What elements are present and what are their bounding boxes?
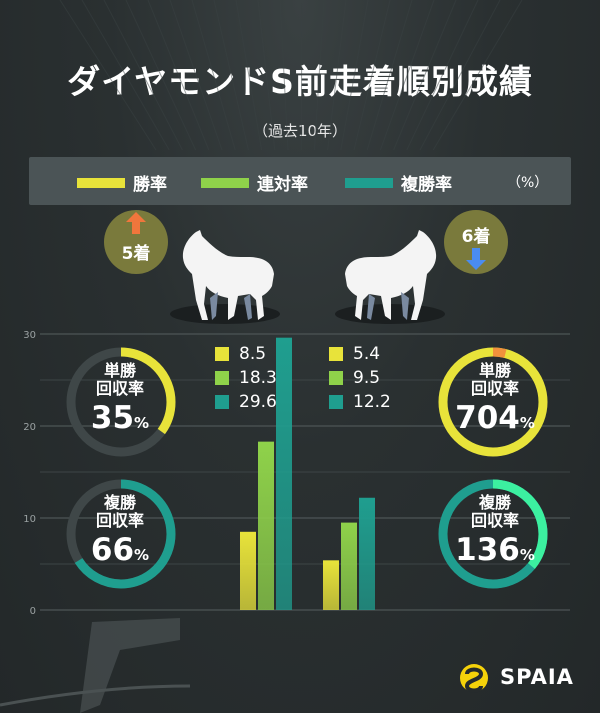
bg-line xyxy=(59,0,157,151)
bar-1-1 xyxy=(341,522,357,610)
legend-item-top3: 複勝率 xyxy=(345,170,452,195)
bg-line xyxy=(257,0,276,151)
ring-left-win-label: 単勝 回収率 xyxy=(95,361,144,398)
value-right-top2: 9.5 xyxy=(329,368,380,388)
value-left-win: 8.5 xyxy=(215,344,266,364)
arrow-up-icon xyxy=(126,212,146,234)
group-badge-left: 5着 xyxy=(104,210,168,274)
bg-line xyxy=(103,0,183,151)
legend-label-win: 勝率 xyxy=(133,175,167,195)
ring-left-win-value: 35% xyxy=(90,400,150,436)
ring-right-win-label: 単勝 回収率 xyxy=(470,361,519,398)
bg-line xyxy=(406,0,479,151)
bar-0-0 xyxy=(240,531,256,610)
ring-left-place-value: 66% xyxy=(90,532,150,568)
value-left-top3: 29.6 xyxy=(215,392,277,412)
chart-grid xyxy=(40,333,570,611)
horse-right-icon xyxy=(345,230,437,320)
brand-logo-icon xyxy=(460,664,488,693)
legend-swatch-win xyxy=(77,177,125,188)
bar-0-2 xyxy=(276,337,292,610)
group-label-left: 5着 xyxy=(121,244,151,264)
value-left-top2: 18.3 xyxy=(215,368,277,388)
horse-left-icon xyxy=(182,230,274,320)
value-right-win: 5.4 xyxy=(329,344,380,364)
shadow-left xyxy=(170,304,280,324)
bg-line xyxy=(213,0,249,151)
ring-right-win-overflow-arc xyxy=(438,347,548,457)
legend: 勝率 連対率 複勝率 （%） xyxy=(29,157,571,205)
recovery-rings xyxy=(66,347,548,589)
bar-1-0 xyxy=(323,560,339,610)
bg-line xyxy=(235,0,263,151)
y-tick-label: 20 xyxy=(23,422,36,433)
value-right-top3: 12.2 xyxy=(329,392,391,412)
bg-line xyxy=(327,0,347,151)
bg-line xyxy=(366,0,413,151)
ring-left-win-arc xyxy=(66,347,176,457)
bg-line xyxy=(279,0,289,151)
ring-right-place-value: 136% xyxy=(455,532,535,568)
legend-label-top2: 連対率 xyxy=(257,175,308,195)
bg-line xyxy=(191,0,236,151)
y-axis-ticks: 0 10 20 30 xyxy=(23,330,36,617)
bar-1-2 xyxy=(359,497,375,610)
bg-line xyxy=(379,0,435,151)
bg-line xyxy=(419,0,501,151)
background-lines xyxy=(59,0,523,151)
y-tick-label: 10 xyxy=(23,514,36,525)
bg-line xyxy=(353,0,391,151)
bg-line xyxy=(300,0,303,151)
ring-right-place-overflow-arc xyxy=(438,479,548,589)
bg-line xyxy=(313,0,325,151)
arrow-down-icon xyxy=(466,248,486,270)
legend-label-top3: 複勝率 xyxy=(401,175,452,195)
legend-unit: （%） xyxy=(507,175,549,191)
legend-item-win: 勝率 xyxy=(77,170,167,195)
group-badge-right: 6着 xyxy=(444,210,508,274)
track-decoration xyxy=(0,618,191,713)
legend-swatch-top2 xyxy=(201,177,249,188)
bg-line xyxy=(125,0,197,151)
ring-left-place-label: 複勝 回収率 xyxy=(95,493,144,530)
bg-line xyxy=(169,0,223,151)
bg-line xyxy=(393,0,457,151)
bg-line xyxy=(340,0,369,151)
bar-series xyxy=(240,337,375,610)
ring-right-place-label: 複勝 回収率 xyxy=(470,493,519,530)
ring-left-place-arc xyxy=(66,479,176,589)
bg-line xyxy=(432,0,523,151)
legend-swatch-top3 xyxy=(345,177,393,188)
ring-right-win-value: 704% xyxy=(455,400,535,436)
y-tick-label: 0 xyxy=(30,606,36,617)
bg-line xyxy=(81,0,170,151)
brand-name: SPAIA xyxy=(500,665,574,689)
bg-line xyxy=(147,0,210,151)
page-title: ダイヤモンドS前走着順別成績 xyxy=(67,62,533,101)
legend-item-top2: 連対率 xyxy=(201,170,308,195)
group-label-right: 6着 xyxy=(461,227,491,247)
page-subtitle: （過去10年） xyxy=(252,122,348,140)
y-tick-label: 30 xyxy=(23,330,36,341)
bar-0-1 xyxy=(258,441,274,610)
